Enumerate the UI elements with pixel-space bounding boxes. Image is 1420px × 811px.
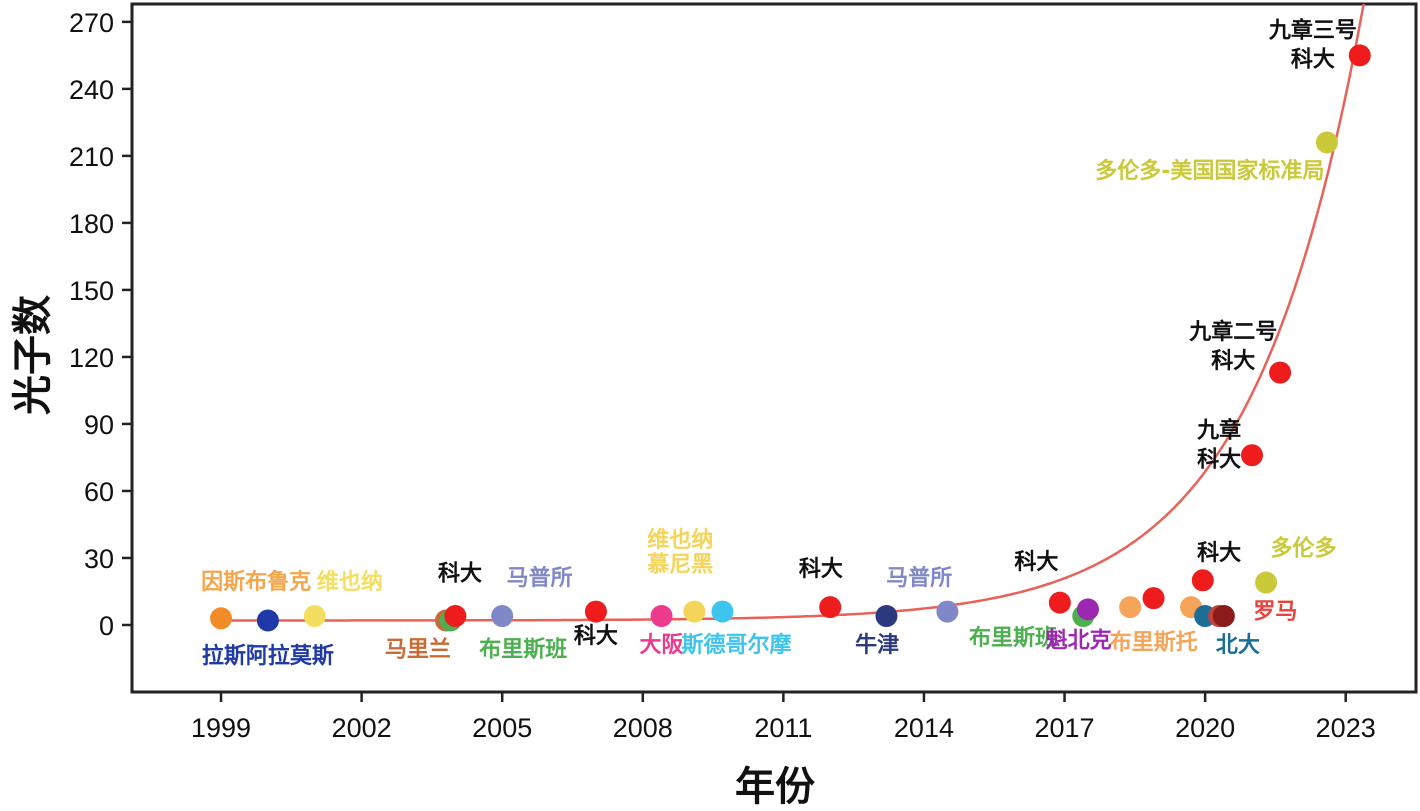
y-tick-label: 180 — [69, 209, 114, 239]
data-point — [444, 605, 467, 628]
point-annotation: 大阪 — [640, 633, 684, 658]
data-point — [683, 600, 706, 623]
data-point — [303, 605, 326, 628]
y-tick-label: 0 — [99, 611, 114, 641]
y-tick-label: 120 — [69, 343, 114, 373]
y-tick-label: 150 — [69, 276, 114, 306]
point-annotation: 科大 — [438, 561, 482, 586]
point-annotation: 科大 — [1291, 48, 1335, 73]
point-annotation: 慕尼黑 — [646, 552, 713, 577]
plot-frame — [130, 2, 1418, 694]
data-point — [1191, 569, 1214, 592]
point-annotation: 九章三号 — [1268, 18, 1357, 44]
point-annotation: 马普所 — [886, 565, 952, 591]
data-point — [256, 609, 279, 632]
data-point — [936, 600, 959, 623]
point-annotation: 斯德哥尔摩 — [682, 632, 792, 658]
y-tick-label: 60 — [84, 477, 114, 507]
data-point — [210, 607, 233, 630]
x-tick-label: 2020 — [1175, 713, 1235, 743]
data-point — [1142, 587, 1165, 610]
x-tick-label: 2008 — [613, 713, 673, 743]
data-point — [711, 600, 734, 623]
data-point — [875, 605, 898, 628]
point-annotation: 科大 — [1211, 349, 1255, 374]
point-annotation: 北大 — [1216, 633, 1260, 658]
data-point — [1076, 598, 1099, 621]
exponential-trend-line — [221, 4, 1365, 622]
y-tick-label: 240 — [69, 75, 114, 105]
point-annotation: 维也纳 — [317, 569, 383, 595]
data-point — [1119, 596, 1142, 619]
data-point — [650, 605, 673, 628]
point-annotation: 牛津 — [855, 632, 899, 658]
point-annotation: 魁北克 — [1046, 627, 1112, 653]
data-point — [1240, 444, 1263, 467]
x-tick-label: 2005 — [472, 713, 532, 743]
point-annotation: 马里兰 — [385, 636, 451, 662]
data-point — [491, 605, 514, 628]
point-annotation: 多伦多 — [1271, 536, 1337, 562]
point-annotation: 科大 — [799, 557, 843, 582]
point-annotation: 多伦多-美国国家标准局 — [1095, 158, 1324, 184]
data-point — [1212, 605, 1235, 628]
x-tick-label: 2023 — [1316, 713, 1376, 743]
data-point — [1348, 44, 1371, 67]
point-annotation: 九章二号 — [1188, 319, 1277, 345]
point-annotation: 科大 — [574, 624, 618, 649]
plot-area: 1999 2002 2005 2008 2011 2014 2017 2020 2023 0 30 6… — [69, 2, 1418, 743]
data-point — [819, 596, 842, 619]
point-annotation: 马普所 — [507, 565, 573, 591]
data-point — [1269, 361, 1292, 384]
x-tick-label: 2014 — [894, 713, 954, 743]
y-tick-label: 90 — [84, 410, 114, 440]
data-point — [1048, 591, 1071, 614]
point-annotation: 罗马 — [1253, 599, 1297, 624]
point-annotation: 科大 — [1014, 550, 1058, 575]
y-tick-label: 30 — [84, 544, 114, 574]
point-annotation: 布里斯班 — [969, 625, 1057, 651]
y-tick-label: 210 — [69, 142, 114, 172]
data-point — [1255, 571, 1278, 594]
point-annotation: 拉斯阿拉莫斯 — [202, 643, 334, 669]
point-annotation: 维也纳 — [647, 527, 713, 553]
y-axis-label: 光子数 — [10, 295, 56, 415]
x-tick-label: 2017 — [1035, 713, 1095, 743]
x-tick-label: 2011 — [754, 713, 812, 743]
x-tick-label: 2002 — [332, 713, 392, 743]
y-tick-label: 270 — [69, 8, 114, 38]
x-tick-label: 1999 — [191, 713, 251, 743]
point-annotation: 因斯布鲁克 — [201, 569, 311, 595]
point-annotation: 九章 — [1196, 417, 1241, 443]
x-axis-label: 年份 — [735, 764, 815, 810]
data-point — [584, 600, 607, 623]
point-annotation: 科大 — [1197, 447, 1241, 472]
point-annotation: 布里斯托 — [1110, 630, 1198, 656]
data-point — [1315, 131, 1338, 154]
point-annotation: 布里斯班 — [479, 636, 567, 662]
point-annotation: 科大 — [1197, 541, 1241, 566]
